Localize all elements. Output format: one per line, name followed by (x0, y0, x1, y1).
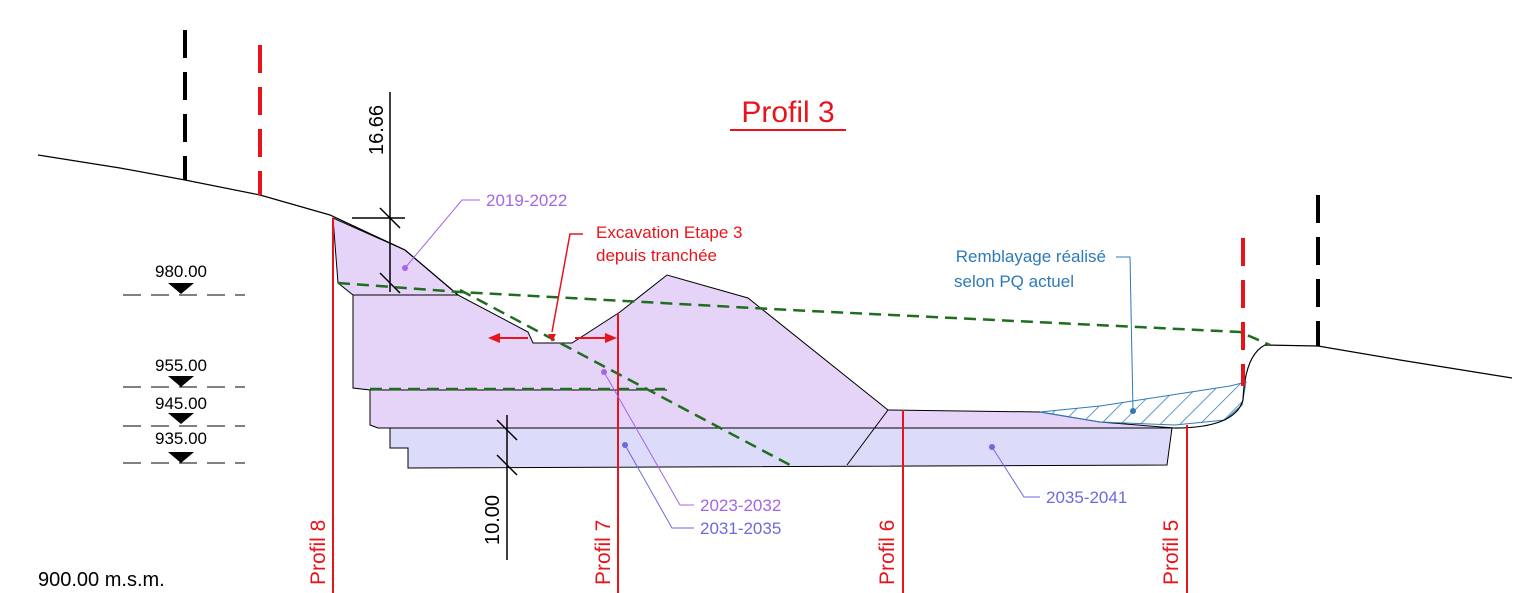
arrow (605, 333, 617, 343)
leader (404, 199, 480, 269)
profile-label: Profil 6 (876, 520, 899, 585)
backfill-hatch (1039, 381, 1247, 426)
elevation-markers (123, 283, 245, 464)
leader-dot (601, 369, 607, 375)
annotation: Excavation Etape 3 (596, 223, 742, 242)
elevation-label: 945.00 (155, 394, 207, 413)
annotation: 2035-2041 (1046, 488, 1127, 507)
title: Profil 3 (741, 96, 834, 129)
dimension-tick (379, 207, 401, 229)
annotation: depuis tranchée (596, 246, 717, 265)
dimension-tick (496, 454, 518, 476)
design-line (337, 281, 1271, 347)
leader (624, 444, 694, 529)
annotation: selon PQ actuel (954, 272, 1074, 291)
annotation: 2031-2035 (700, 519, 781, 538)
profile-label: Profil 8 (307, 520, 330, 585)
leader-dot (402, 265, 408, 271)
terrain (1174, 344, 1513, 429)
leader-dot (1130, 408, 1136, 414)
base-label: 900.00 m.s.m. (38, 569, 165, 591)
profile-label: Profil 5 (1160, 520, 1183, 585)
boundary (846, 409, 889, 466)
layer-2023 (352, 274, 1176, 429)
leader (603, 371, 694, 506)
annotation: 2019-2022 (486, 191, 567, 210)
profile-label: Profil 7 (592, 520, 615, 585)
elevation-label: 980.00 (155, 262, 207, 281)
leader (1116, 256, 1134, 412)
leader (551, 233, 583, 333)
leader-dot (989, 444, 995, 450)
leader (991, 446, 1040, 498)
elevation-label: 955.00 (155, 356, 207, 375)
arrow (488, 333, 500, 343)
dimension-tick (379, 272, 401, 294)
dimension-label: 16.66 (366, 105, 388, 155)
annotation: Remblayage réalisé (956, 247, 1106, 266)
layer-2019 (332, 217, 460, 296)
design-line (459, 288, 791, 467)
arrow (548, 334, 556, 342)
dimension-label: 10.00 (482, 495, 504, 545)
leader-dot (622, 442, 628, 448)
dimension-tick (496, 419, 518, 441)
elevation-label: 935.00 (155, 429, 207, 448)
annotation: 2023-2032 (700, 496, 781, 515)
